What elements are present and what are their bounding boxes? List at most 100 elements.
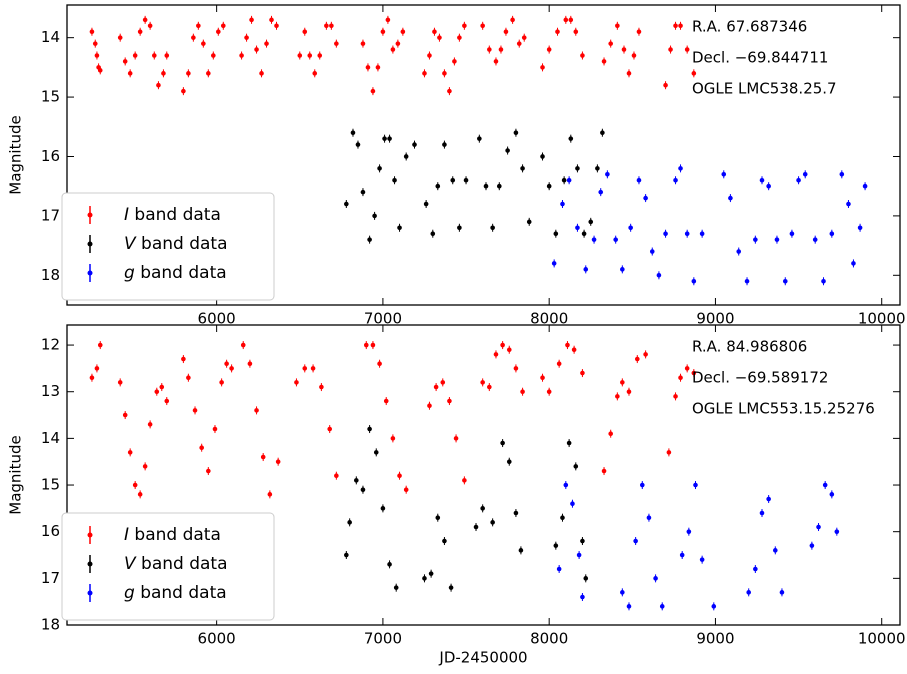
point (678, 375, 683, 381)
point (505, 148, 510, 153)
point (344, 552, 349, 558)
point (360, 487, 366, 492)
point (565, 342, 570, 348)
point (487, 47, 492, 52)
point (628, 225, 633, 231)
y-tick-label: 14 (41, 429, 60, 447)
point (753, 237, 758, 242)
point (363, 342, 369, 348)
point (367, 237, 372, 242)
point (759, 177, 765, 183)
point (626, 389, 632, 395)
point (260, 454, 266, 460)
point (377, 166, 382, 171)
point (211, 53, 216, 58)
annotation: OGLE LMC553.15.25276 (692, 400, 875, 418)
point (575, 166, 580, 171)
point (829, 492, 835, 497)
point (390, 436, 396, 441)
point (428, 571, 434, 576)
point (360, 189, 366, 195)
point (659, 604, 665, 609)
point (302, 29, 308, 35)
point (626, 604, 632, 609)
point (693, 482, 698, 488)
point (503, 29, 509, 35)
point (310, 366, 316, 371)
legend-label: g band data (124, 583, 227, 603)
point (766, 183, 771, 189)
point (573, 464, 579, 469)
point (846, 201, 851, 207)
point (663, 231, 668, 237)
point (393, 585, 399, 590)
point (570, 501, 575, 506)
point (673, 177, 678, 183)
point (355, 142, 361, 147)
point (156, 82, 161, 88)
point (573, 29, 579, 35)
point (766, 496, 771, 502)
point (422, 71, 427, 76)
point (387, 136, 392, 141)
point (631, 53, 637, 58)
legend-label: I band data (124, 205, 221, 225)
point (620, 380, 625, 385)
point (556, 566, 562, 572)
point (480, 506, 485, 511)
point (269, 17, 274, 23)
point (122, 59, 128, 64)
point (447, 88, 452, 94)
point (127, 450, 133, 455)
point (580, 538, 585, 544)
x-tick-label: 9000 (696, 630, 734, 648)
point (457, 35, 462, 40)
point (561, 177, 567, 183)
point (490, 520, 495, 525)
point (244, 35, 249, 40)
point (447, 398, 452, 404)
point (463, 177, 469, 183)
point (151, 53, 157, 58)
point (520, 389, 525, 395)
point (620, 590, 625, 595)
point (142, 464, 148, 469)
point (302, 366, 308, 371)
point (684, 366, 690, 371)
x-axis-label: JD-2450000 (438, 649, 527, 667)
legend-marker-dot (87, 590, 93, 596)
point (520, 166, 525, 171)
point (275, 459, 281, 465)
point (297, 53, 303, 58)
point (94, 366, 100, 371)
point (435, 183, 441, 189)
point (834, 529, 840, 534)
point (294, 380, 299, 385)
point (678, 23, 683, 29)
point (839, 172, 845, 177)
point (576, 552, 582, 558)
point (403, 487, 409, 492)
point (147, 422, 153, 427)
point (673, 394, 678, 399)
point (678, 166, 683, 171)
legend-label: g band data (124, 263, 227, 283)
point (422, 576, 427, 581)
point (435, 515, 441, 520)
point (161, 71, 166, 76)
point (699, 557, 705, 562)
point (580, 370, 585, 376)
point (442, 71, 447, 76)
point (324, 23, 329, 29)
point (317, 53, 323, 58)
point (191, 35, 196, 40)
point (254, 408, 259, 413)
point (691, 278, 697, 284)
point (646, 515, 652, 520)
y-tick-label: 14 (41, 28, 60, 46)
point (600, 130, 605, 136)
x-tick-label: 10000 (858, 630, 906, 648)
point (513, 510, 519, 516)
point (423, 201, 429, 207)
point (212, 426, 218, 432)
